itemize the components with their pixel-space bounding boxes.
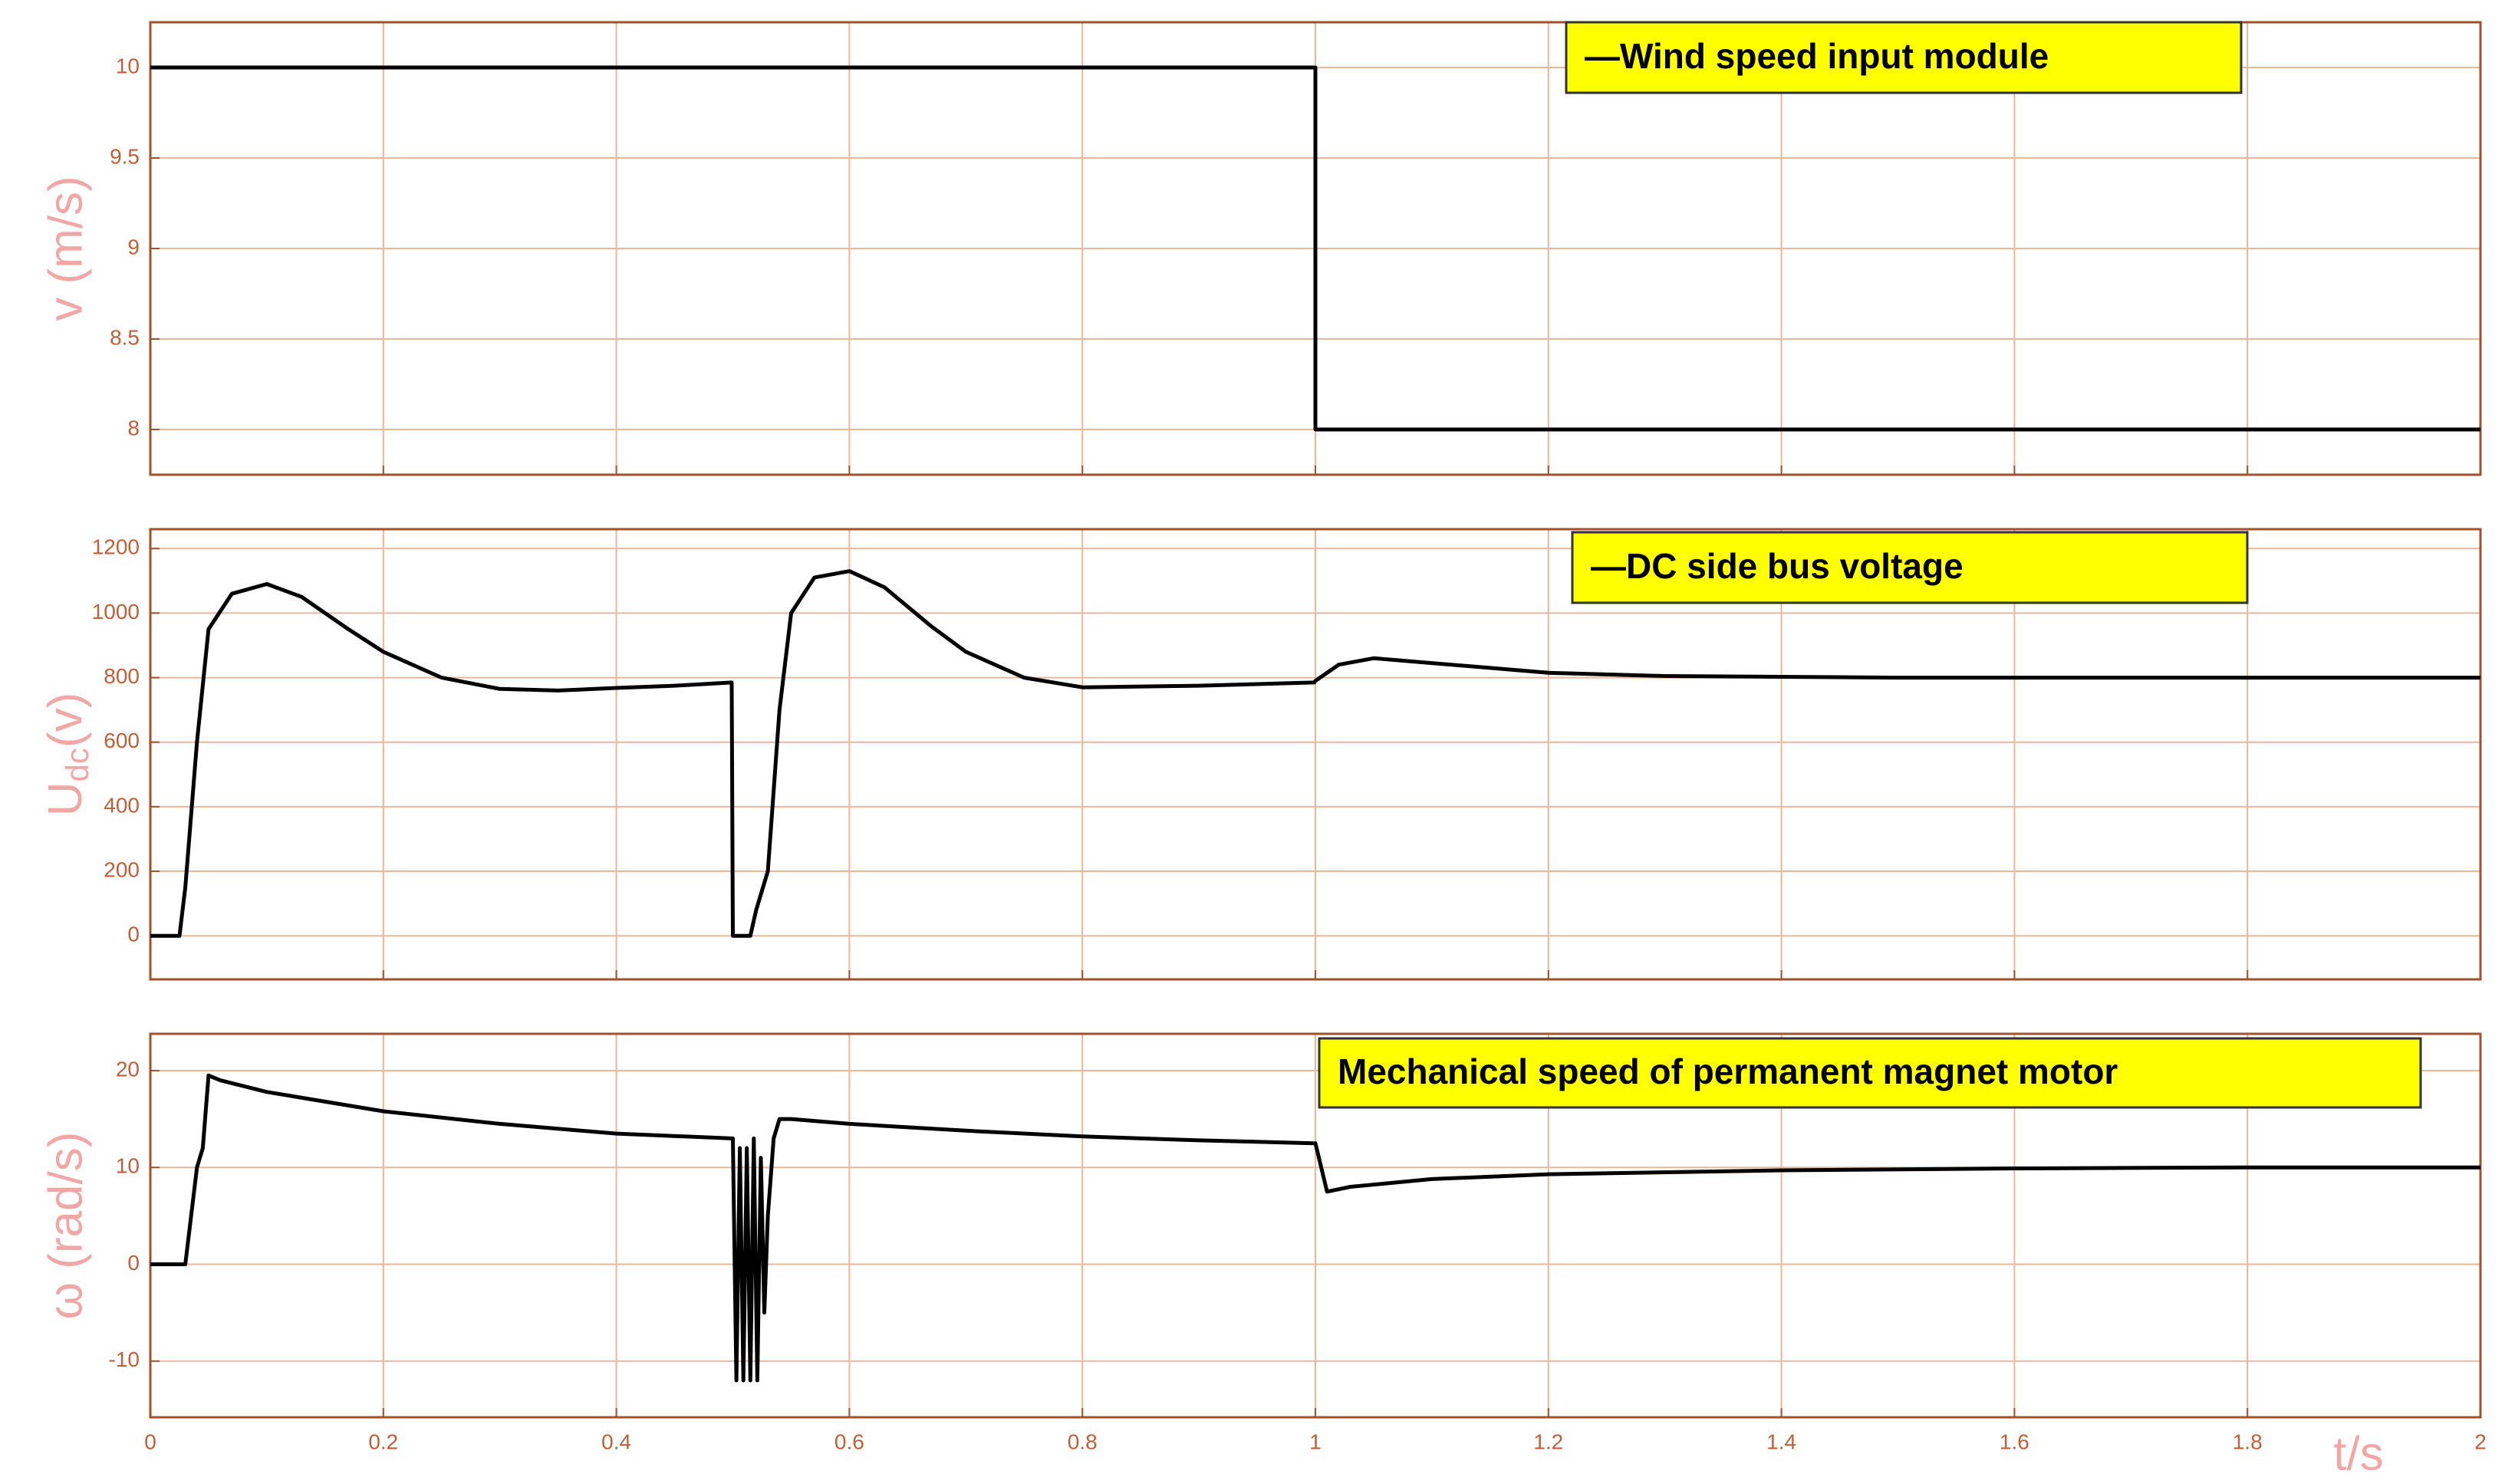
y-axis-label: v (m/s) (39, 176, 92, 321)
x-tick-label: 0 (144, 1430, 156, 1453)
y-axis-label: ω (rad/s) (39, 1132, 92, 1320)
x-tick-label: 1.4 (1766, 1430, 1796, 1453)
y-tick-label: 200 (104, 857, 140, 881)
y-tick-label: 8.5 (110, 325, 140, 349)
line-series (150, 1073, 2480, 1383)
y-axis-label-sub: dc (59, 748, 95, 781)
y-tick-label: 600 (104, 729, 140, 752)
y-tick-label: 10 (116, 1154, 140, 1178)
x-tick-label: 2 (2474, 1430, 2487, 1453)
y-axis-label-unit: (v) (39, 693, 92, 748)
legend-label: Mechanical speed of permanent magnet mot… (1338, 1051, 2118, 1091)
x-tick-label: 1 (1309, 1430, 1322, 1453)
legend-box (1318, 1037, 2422, 1109)
legend-label: —DC side bus voltage (1591, 546, 1964, 586)
x-tick-label: 0.8 (1068, 1430, 1098, 1453)
y-tick-label: 0 (127, 1251, 140, 1275)
plot-frame (149, 528, 2482, 981)
x-tick-label: 0.6 (834, 1430, 864, 1453)
y-tick-label: 20 (116, 1057, 140, 1081)
x-axis-label: t/s (2333, 1427, 2383, 1480)
y-tick-label: 9 (127, 235, 140, 258)
y-axis-label-main: U (39, 781, 92, 816)
plot-frame (149, 21, 2482, 476)
y-tick-label: 400 (104, 793, 140, 817)
line-series (150, 65, 2480, 432)
y-tick-label: 0 (127, 923, 140, 946)
legend-label: —Wind speed input module (1585, 36, 2049, 76)
y-axis-label: Udc(v) (39, 693, 95, 816)
x-tick-label: 1.6 (2000, 1430, 2029, 1453)
x-tick-label: 1.2 (1533, 1430, 1563, 1453)
legend-box (1565, 21, 2243, 94)
line-series (150, 569, 2480, 938)
y-tick-label: 10 (116, 54, 140, 77)
y-tick-label: 1000 (92, 600, 140, 624)
y-tick-label: 9.5 (110, 144, 140, 168)
y-tick-label: -10 (109, 1347, 140, 1371)
x-tick-label: 1.8 (2233, 1430, 2263, 1453)
y-tick-label: 800 (104, 664, 140, 688)
x-tick-label: 0.2 (368, 1430, 398, 1453)
y-tick-label: 8 (127, 416, 140, 439)
x-tick-label: 0.4 (601, 1430, 631, 1453)
plot-frame (149, 1032, 2482, 1419)
y-tick-label: 1200 (92, 535, 140, 559)
legend-box (1571, 531, 2249, 604)
